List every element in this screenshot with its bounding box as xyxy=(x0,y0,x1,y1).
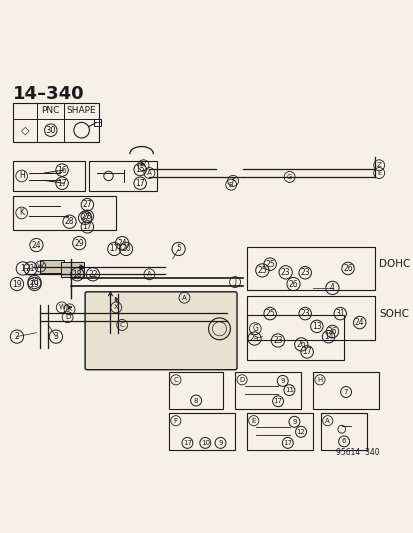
Text: 25: 25 xyxy=(249,334,259,343)
Text: 27: 27 xyxy=(82,200,92,209)
Text: H: H xyxy=(19,172,24,181)
Text: F: F xyxy=(230,178,235,184)
Text: A: A xyxy=(182,295,186,301)
Text: H: H xyxy=(317,377,322,383)
Text: 23: 23 xyxy=(300,309,309,318)
Text: E: E xyxy=(251,418,255,424)
Text: 17: 17 xyxy=(109,245,119,254)
Text: 28: 28 xyxy=(83,212,92,221)
Text: 19: 19 xyxy=(12,279,22,288)
Text: 26: 26 xyxy=(342,264,352,273)
Text: 23: 23 xyxy=(300,268,309,277)
Text: 17: 17 xyxy=(301,348,311,357)
Text: 11: 11 xyxy=(284,387,293,393)
Text: C: C xyxy=(119,322,124,328)
Text: C: C xyxy=(173,377,178,383)
Text: 9: 9 xyxy=(218,440,222,446)
Text: 17: 17 xyxy=(273,398,282,404)
Text: F: F xyxy=(173,418,178,424)
Text: 25: 25 xyxy=(257,266,266,275)
Text: 1: 1 xyxy=(20,264,25,273)
Text: 14–340: 14–340 xyxy=(13,85,85,103)
Text: K: K xyxy=(19,208,24,217)
Text: 17: 17 xyxy=(57,179,67,188)
Text: 21: 21 xyxy=(26,264,35,273)
Text: 15: 15 xyxy=(135,165,145,174)
Text: 23: 23 xyxy=(273,336,282,345)
Text: 95614  340: 95614 340 xyxy=(335,448,378,457)
Text: 24: 24 xyxy=(31,240,41,249)
Text: 6: 6 xyxy=(341,439,346,445)
Text: 10: 10 xyxy=(200,440,209,446)
Text: DOHC: DOHC xyxy=(378,259,410,269)
Text: W: W xyxy=(58,304,65,310)
Text: W: W xyxy=(37,263,44,270)
Text: 18: 18 xyxy=(72,270,82,279)
Text: 17: 17 xyxy=(282,440,292,446)
Text: 30: 30 xyxy=(45,126,56,135)
Text: SOHC: SOHC xyxy=(378,309,408,319)
Text: Y: Y xyxy=(141,162,145,168)
Text: 23: 23 xyxy=(280,268,290,277)
Text: 24: 24 xyxy=(117,239,127,248)
Text: 16: 16 xyxy=(57,166,67,175)
Text: 26: 26 xyxy=(327,327,337,336)
Text: 17: 17 xyxy=(183,440,192,446)
Text: 26: 26 xyxy=(296,340,305,349)
Text: K: K xyxy=(67,306,71,312)
Text: 19: 19 xyxy=(30,279,39,288)
Text: 9: 9 xyxy=(280,378,284,384)
Text: 3: 3 xyxy=(53,332,58,341)
Text: 20: 20 xyxy=(121,245,131,254)
Text: 8: 8 xyxy=(193,398,198,403)
Text: 17: 17 xyxy=(135,179,145,188)
Text: 4: 4 xyxy=(329,284,334,293)
Text: 24: 24 xyxy=(354,318,363,327)
Text: 12: 12 xyxy=(296,429,305,435)
Text: E: E xyxy=(376,170,380,176)
Text: 20: 20 xyxy=(30,278,39,287)
Text: 9: 9 xyxy=(292,419,296,425)
Text: Z: Z xyxy=(376,162,381,168)
FancyBboxPatch shape xyxy=(40,260,64,273)
FancyBboxPatch shape xyxy=(85,292,237,370)
Text: D: D xyxy=(65,314,70,320)
FancyBboxPatch shape xyxy=(61,262,84,277)
Text: A: A xyxy=(147,170,152,176)
Text: A: A xyxy=(325,418,329,424)
Text: 13: 13 xyxy=(311,322,321,331)
Text: ◇: ◇ xyxy=(21,125,29,135)
Text: 31: 31 xyxy=(335,309,344,318)
Text: B: B xyxy=(228,182,233,188)
Text: 5: 5 xyxy=(176,245,180,254)
Text: X: X xyxy=(114,304,119,310)
Text: 22: 22 xyxy=(88,270,97,279)
Text: G: G xyxy=(286,174,292,180)
Text: 7: 7 xyxy=(343,389,347,395)
Text: A: A xyxy=(147,271,152,277)
Text: 27: 27 xyxy=(80,213,90,222)
Text: 26: 26 xyxy=(288,279,298,288)
Text: 29: 29 xyxy=(74,239,84,248)
FancyBboxPatch shape xyxy=(94,119,101,125)
Text: D: D xyxy=(239,377,244,383)
Text: 17: 17 xyxy=(82,222,92,231)
Text: 25: 25 xyxy=(265,260,274,269)
Text: 25: 25 xyxy=(265,309,274,318)
Text: J: J xyxy=(233,279,235,285)
Text: SHAPE: SHAPE xyxy=(66,106,96,115)
Text: 14: 14 xyxy=(323,332,332,341)
Text: 28: 28 xyxy=(65,217,74,226)
Text: G: G xyxy=(252,324,258,333)
Text: 2: 2 xyxy=(14,332,19,341)
Text: PNC: PNC xyxy=(41,106,60,115)
